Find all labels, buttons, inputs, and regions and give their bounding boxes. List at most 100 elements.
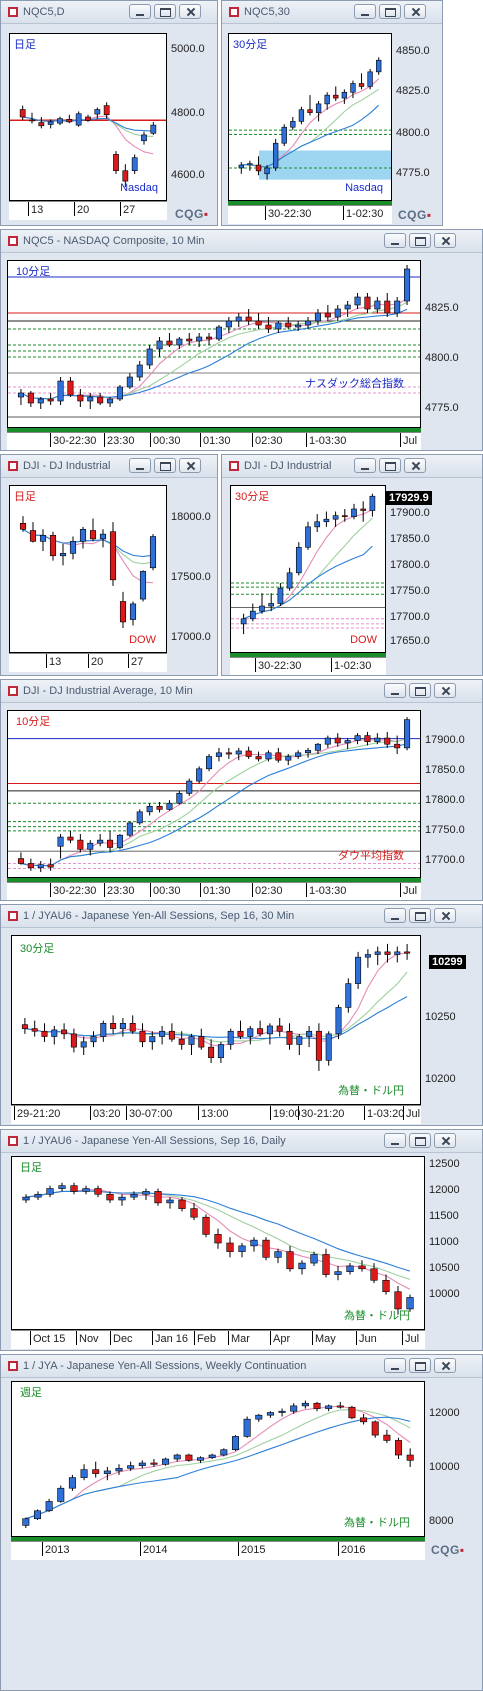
maximize-button[interactable] [154, 4, 176, 19]
close-button[interactable] [179, 4, 201, 19]
timeframe-label: 10分足 [16, 266, 51, 278]
candle-body [298, 109, 305, 122]
close-button[interactable] [179, 458, 201, 473]
candle-body [334, 308, 341, 318]
candle-body [156, 340, 163, 350]
close-button[interactable] [434, 908, 456, 923]
chart-plot-area[interactable]: 30分足 為替・ドル円 [11, 935, 421, 1105]
maximize-button[interactable] [409, 683, 431, 698]
candle-body [196, 768, 203, 782]
candle-body [406, 1297, 414, 1310]
y-tick-label: 10500 [429, 1262, 460, 1274]
minimize-button[interactable] [129, 4, 151, 19]
chart-plot-area[interactable]: 30分足 DOW [230, 485, 386, 653]
window-title: 1 / JYAU6 - Japanese Yen-All Sessions, S… [23, 910, 295, 922]
minimize-button[interactable] [354, 4, 376, 19]
title-bar[interactable]: 1 / JYAU6 - Japanese Yen-All Sessions, S… [1, 1130, 482, 1153]
chart-plot-area[interactable]: 10分足 ダウ平均指数 [7, 710, 421, 878]
chart-plot-area[interactable]: 10分足 ナスダック総合指数 [7, 260, 421, 428]
candle-body [354, 735, 361, 741]
minimize-button[interactable] [384, 233, 406, 248]
title-bar[interactable]: NQC5 - NASDAQ Composite, 10 Min [1, 230, 482, 253]
candle-body [384, 951, 391, 955]
minimize-button[interactable] [384, 683, 406, 698]
maximize-button[interactable] [154, 458, 176, 473]
close-button[interactable] [404, 458, 426, 473]
x-tick-label: 30-22:30 [49, 433, 97, 447]
candle-body [77, 839, 84, 850]
title-bar[interactable]: 1 / JYAU6 - Japanese Yen-All Sessions, S… [1, 905, 482, 928]
candle-body [305, 320, 312, 326]
candle-body [259, 605, 265, 612]
candle-body [57, 1487, 65, 1502]
chart-plot-area[interactable]: 日足 DOW [9, 485, 167, 653]
candle-body [103, 105, 110, 116]
close-button[interactable] [404, 4, 426, 19]
title-bar[interactable]: DJI - DJ Industrial Average, 10 Min [1, 680, 482, 703]
last-price-marker: 10299 [429, 955, 466, 969]
maximize-button[interactable] [379, 4, 401, 19]
candle-body [186, 780, 193, 794]
maximize-button[interactable] [379, 458, 401, 473]
title-bar[interactable]: DJI - DJ Industrial [1, 455, 217, 478]
candle-body [315, 1030, 322, 1061]
candle-body [315, 103, 322, 113]
candle-body [27, 863, 34, 869]
y-tick-label: 10000 [429, 1288, 460, 1300]
candle-body [136, 811, 143, 824]
chart-plot-area[interactable]: 日足 為替・ドル円 [11, 1156, 425, 1330]
candle-body [313, 1402, 321, 1409]
candle-body [178, 1038, 185, 1045]
timeframe-label: 30分足 [20, 943, 55, 955]
session-bar [7, 428, 421, 432]
candle-body [129, 603, 137, 620]
minimize-button[interactable] [384, 1358, 406, 1373]
minimize-button[interactable] [129, 458, 151, 473]
candle-body [94, 109, 101, 115]
candle-body [103, 1470, 111, 1474]
close-button[interactable] [434, 1358, 456, 1373]
candle-body [360, 1417, 368, 1423]
title-bar[interactable]: 1 / JYA - Japanese Yen-All Sessions, Wee… [1, 1355, 482, 1378]
candle-body [237, 1030, 244, 1037]
candle-body [235, 316, 242, 322]
candle-body [295, 752, 302, 757]
chart-plot-area[interactable]: 日足 Nasdaq [9, 33, 167, 201]
window-title: DJI - DJ Industrial Average, 10 Min [23, 685, 193, 697]
y-tick-label: 17750.0 [425, 824, 465, 836]
maximize-button[interactable] [409, 233, 431, 248]
minimize-button[interactable] [384, 1133, 406, 1148]
y-tick-label: 17800.0 [390, 559, 430, 571]
y-tick-label: 4850.0 [396, 45, 430, 57]
cqg-app-icon [8, 7, 18, 17]
y-tick-label: 4825.0 [425, 302, 459, 314]
instrument-label: 為替・ドル円 [338, 1085, 404, 1097]
x-tick-label: 1-02:30 [330, 658, 372, 672]
cqg-app-icon [8, 1136, 18, 1146]
chart-plot-area[interactable]: 30分足 Nasdaq [228, 33, 392, 201]
candle-body [142, 1191, 150, 1195]
close-button[interactable] [434, 233, 456, 248]
candle-body [69, 541, 77, 554]
maximize-button[interactable] [409, 908, 431, 923]
candle-body [186, 338, 193, 342]
y-tick-label: 18000.0 [171, 511, 211, 523]
candle-body [97, 396, 104, 404]
close-button[interactable] [434, 683, 456, 698]
title-bar[interactable]: NQC5,30 [222, 1, 442, 24]
minimize-button[interactable] [354, 458, 376, 473]
close-button[interactable] [434, 1133, 456, 1148]
last-price-marker: 17929.9 [386, 491, 432, 505]
maximize-button[interactable] [409, 1358, 431, 1373]
candlestick-chart [229, 57, 391, 180]
x-tick-label: 20 [87, 654, 104, 668]
candle-body [277, 587, 284, 604]
title-bar[interactable]: DJI - DJ Industrial [222, 455, 482, 478]
chart-plot-area[interactable]: 週足 為替・ドル円 [11, 1381, 425, 1537]
candle-body [296, 1036, 303, 1045]
minimize-button[interactable] [384, 908, 406, 923]
candle-body [351, 508, 357, 517]
candle-body [29, 119, 35, 122]
maximize-button[interactable] [409, 1133, 431, 1148]
title-bar[interactable]: NQC5,D [1, 1, 217, 24]
